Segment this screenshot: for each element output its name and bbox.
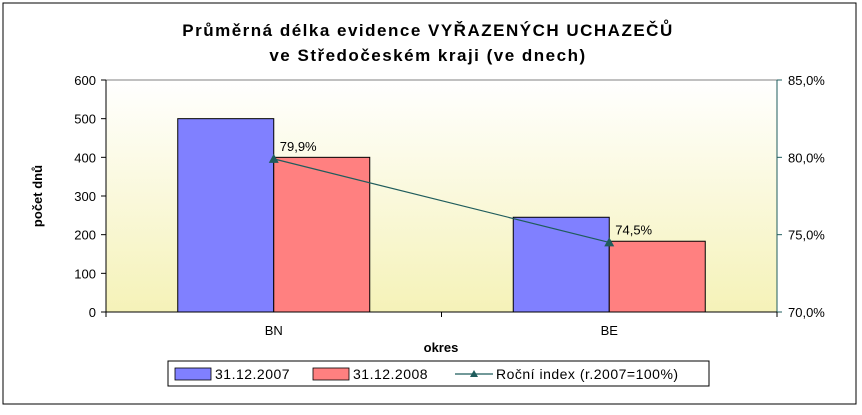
right-tick-label: 85,0%: [788, 73, 825, 88]
left-tick-label: 400: [74, 150, 96, 165]
legend-label-2008: 31.12.2008: [353, 366, 428, 382]
index-data-label: 79,9%: [280, 139, 317, 154]
bar-31-12-2008-BN: [273, 156, 371, 313]
bar-31-12-2008-BE: [608, 240, 706, 313]
x-tick-label: BE: [601, 323, 619, 338]
legend-label-index: Roční index (r.2007=100%): [496, 366, 679, 382]
legend-box: [167, 360, 710, 387]
right-tick-label: 75,0%: [788, 228, 825, 243]
left-tick-label: 100: [74, 266, 96, 281]
bars-group: [177, 118, 706, 313]
index-point-marker: [268, 153, 279, 163]
x-tick-label: BN: [265, 323, 283, 338]
right-tick-label: 80,0%: [788, 150, 825, 165]
chart-title-line2: ve Středočeském kraji (ve dnech): [269, 46, 586, 65]
left-tick-label: 500: [74, 112, 96, 127]
index-line: [273, 158, 610, 243]
left-tick-label: 200: [74, 228, 96, 243]
left-tick-label: 300: [74, 189, 96, 204]
legend-label-2007: 31.12.2007: [215, 366, 290, 382]
legend-swatch-2008: [312, 367, 350, 381]
bar-31-12-2007-BE: [512, 216, 610, 313]
legend: 31.12.2007 31.12.2008 Roční index (r.200…: [167, 360, 710, 387]
index-data-label: 74,5%: [615, 222, 652, 237]
left-axis: 0 100 200 300 400 500 600: [74, 73, 107, 320]
legend-marker-triangle-icon: [470, 370, 478, 377]
x-axis-title: okres: [424, 340, 459, 355]
y-axis-title: počet dnů: [30, 165, 45, 227]
index-point-marker: [604, 237, 615, 247]
line-series-group: 79,9% 74,5%: [268, 139, 653, 247]
left-tick-label: 600: [74, 73, 96, 88]
bar-31-12-2007-BN: [177, 118, 275, 313]
chart-title-line1: Průměrná délka evidence VYŘAZENÝCH UCHAZ…: [182, 20, 674, 40]
left-tick-label: 0: [89, 305, 96, 320]
right-tick-label: 70,0%: [788, 305, 825, 320]
right-axis: 70,0% 75,0% 80,0% 85,0%: [776, 73, 825, 320]
legend-swatch-2007: [174, 367, 212, 381]
